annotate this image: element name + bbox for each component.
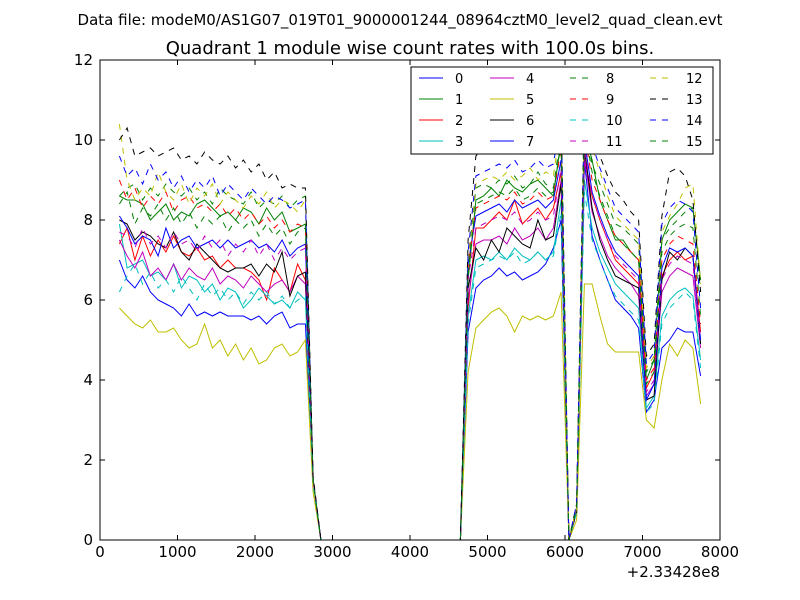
series-line-9 xyxy=(118,131,702,540)
legend-label-14: 14 xyxy=(686,114,703,129)
legend-label-15: 15 xyxy=(686,135,703,150)
series-line-0 xyxy=(118,159,702,540)
x-tick-label: 4000 xyxy=(391,543,429,561)
x-tick-label: 6000 xyxy=(546,543,584,561)
x-tick-label: 8000 xyxy=(701,543,739,561)
series-line-3 xyxy=(118,179,702,540)
series-line-4 xyxy=(118,155,702,540)
legend-box xyxy=(410,66,714,155)
y-tick-label: 6 xyxy=(83,291,93,309)
chart-title: Quadrant 1 module wise count rates with … xyxy=(166,38,655,59)
legend-label-11: 11 xyxy=(606,135,623,150)
series-line-13 xyxy=(118,99,702,540)
series-line-10 xyxy=(118,191,702,540)
legend-label-5: 5 xyxy=(526,93,534,108)
x-tick-label: 5000 xyxy=(468,543,506,561)
legend-label-13: 13 xyxy=(686,93,703,108)
legend-label-10: 10 xyxy=(606,114,623,129)
legend-label-6: 6 xyxy=(526,114,534,129)
legend-label-8: 8 xyxy=(606,72,614,87)
y-tick-label: 8 xyxy=(83,211,93,229)
legend-label-2: 2 xyxy=(455,114,463,129)
y-tick-label: 0 xyxy=(83,531,93,549)
axis-ticks: 0 1000 2000 3000 4000 5000 6000 7000 80000246810… xyxy=(74,51,739,561)
legend-label-9: 9 xyxy=(606,93,614,108)
x-tick-label: 7000 xyxy=(623,543,661,561)
series-line-14 xyxy=(118,107,702,540)
y-tick-label: 10 xyxy=(74,131,93,149)
series-line-1 xyxy=(119,131,702,540)
legend-label-4: 4 xyxy=(526,72,534,87)
legend-label-3: 3 xyxy=(455,135,463,150)
x-tick-label: 2000 xyxy=(236,543,274,561)
series-line-2 xyxy=(118,159,702,540)
x-tick-label: 0 xyxy=(95,543,105,561)
y-tick-label: 4 xyxy=(83,371,93,389)
y-tick-label: 2 xyxy=(83,451,93,469)
legend-label-0: 0 xyxy=(455,72,463,87)
figure-suptitle: Data file: modeM0/AS1G07_019T01_90000012… xyxy=(78,11,723,30)
series-line-11 xyxy=(119,147,702,540)
series-line-15 xyxy=(118,127,702,540)
plot-series xyxy=(118,99,702,540)
y-tick-label: 12 xyxy=(74,51,93,69)
legend-label-1: 1 xyxy=(455,93,463,108)
series-line-12 xyxy=(118,115,702,540)
series-line-5 xyxy=(119,283,702,540)
x-tick-label: 3000 xyxy=(313,543,351,561)
x-tick-label: 1000 xyxy=(158,543,196,561)
legend-label-7: 7 xyxy=(526,135,534,150)
legend-label-12: 12 xyxy=(686,72,703,87)
series-line-6 xyxy=(119,147,702,540)
series-line-7 xyxy=(118,139,702,540)
x-offset-label: +2.33428e8 xyxy=(627,563,720,581)
